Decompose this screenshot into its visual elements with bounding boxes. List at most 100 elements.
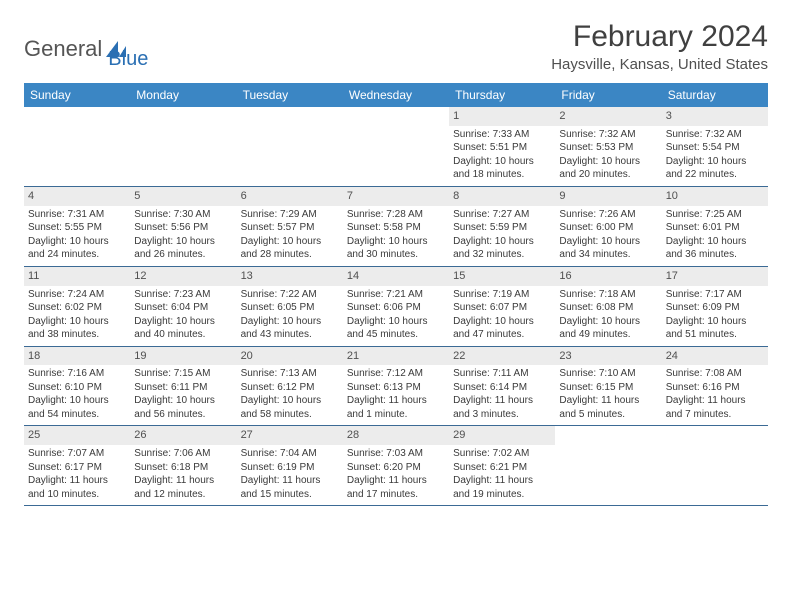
day-details: Sunrise: 7:32 AMSunset: 5:53 PMDaylight:…	[559, 128, 657, 182]
day-number: 5	[130, 187, 236, 206]
day-details: Sunrise: 7:07 AMSunset: 6:17 PMDaylight:…	[28, 447, 126, 501]
day-number: 12	[130, 267, 236, 286]
day-details: Sunrise: 7:31 AMSunset: 5:55 PMDaylight:…	[28, 208, 126, 262]
day-number: 10	[662, 187, 768, 206]
day-number: 20	[237, 347, 343, 366]
weeks-container: 1 Sunrise: 7:33 AMSunset: 5:51 PMDaylight…	[24, 107, 768, 506]
day-cell-empty	[24, 107, 130, 186]
day-details: Sunrise: 7:04 AMSunset: 6:19 PMDaylight:…	[241, 447, 339, 501]
day-cell-empty	[237, 107, 343, 186]
day-details: Sunrise: 7:26 AMSunset: 6:00 PMDaylight:…	[559, 208, 657, 262]
day-details: Sunrise: 7:30 AMSunset: 5:56 PMDaylight:…	[134, 208, 232, 262]
day-header-monday: Monday	[130, 83, 236, 107]
day-cell: 17Sunrise: 7:17 AMSunset: 6:09 PMDayligh…	[662, 267, 768, 346]
day-number: 7	[343, 187, 449, 206]
day-cell: 1 Sunrise: 7:33 AMSunset: 5:51 PMDaylight…	[449, 107, 555, 186]
day-details: Sunrise: 7:11 AMSunset: 6:14 PMDaylight:…	[453, 367, 551, 421]
day-details: Sunrise: 7:29 AMSunset: 5:57 PMDaylight:…	[241, 208, 339, 262]
day-cell-empty	[662, 426, 768, 505]
day-header-friday: Friday	[555, 83, 661, 107]
day-cell: 23Sunrise: 7:10 AMSunset: 6:15 PMDayligh…	[555, 347, 661, 426]
day-header-tuesday: Tuesday	[237, 83, 343, 107]
day-details: Sunrise: 7:33 AMSunset: 5:51 PMDaylight:…	[453, 128, 551, 182]
day-number: 1	[449, 107, 555, 126]
day-details: Sunrise: 7:18 AMSunset: 6:08 PMDaylight:…	[559, 288, 657, 342]
day-details: Sunrise: 7:03 AMSunset: 6:20 PMDaylight:…	[347, 447, 445, 501]
day-cell: 3 Sunrise: 7:32 AMSunset: 5:54 PMDaylight…	[662, 107, 768, 186]
day-cell: 20Sunrise: 7:13 AMSunset: 6:12 PMDayligh…	[237, 347, 343, 426]
day-cell: 2Sunrise: 7:32 AMSunset: 5:53 PMDaylight…	[555, 107, 661, 186]
day-details: Sunrise: 7:10 AMSunset: 6:15 PMDaylight:…	[559, 367, 657, 421]
day-details: Sunrise: 7:02 AMSunset: 6:21 PMDaylight:…	[453, 447, 551, 501]
day-number: 29	[449, 426, 555, 445]
day-number: 9	[555, 187, 661, 206]
day-cell: 13 Sunrise: 7:22 AMSunset: 6:05 PMDayligh…	[237, 267, 343, 346]
title-block: February 2024 Haysville, Kansas, United …	[551, 20, 768, 73]
day-cell: 25Sunrise: 7:07 AMSunset: 6:17 PMDayligh…	[24, 426, 130, 505]
day-number: 15	[449, 267, 555, 286]
day-cell: 7 Sunrise: 7:28 AMSunset: 5:58 PMDaylight…	[343, 187, 449, 266]
day-cell: 24Sunrise: 7:08 AMSunset: 6:16 PMDayligh…	[662, 347, 768, 426]
day-cell: 26 Sunrise: 7:06 AMSunset: 6:18 PMDayligh…	[130, 426, 236, 505]
day-header-row: SundayMondayTuesdayWednesdayThursdayFrid…	[24, 83, 768, 107]
day-cell: 19Sunrise: 7:15 AMSunset: 6:11 PMDayligh…	[130, 347, 236, 426]
week-row: 4Sunrise: 7:31 AMSunset: 5:55 PMDaylight…	[24, 187, 768, 267]
day-details: Sunrise: 7:12 AMSunset: 6:13 PMDaylight:…	[347, 367, 445, 421]
day-header-thursday: Thursday	[449, 83, 555, 107]
week-row: 18Sunrise: 7:16 AMSunset: 6:10 PMDayligh…	[24, 347, 768, 427]
day-number: 14	[343, 267, 449, 286]
day-header-wednesday: Wednesday	[343, 83, 449, 107]
week-row: 25Sunrise: 7:07 AMSunset: 6:17 PMDayligh…	[24, 426, 768, 506]
day-cell: 27Sunrise: 7:04 AMSunset: 6:19 PMDayligh…	[237, 426, 343, 505]
day-details: Sunrise: 7:27 AMSunset: 5:59 PMDaylight:…	[453, 208, 551, 262]
day-details: Sunrise: 7:21 AMSunset: 6:06 PMDaylight:…	[347, 288, 445, 342]
logo-text-blue: Blue	[108, 48, 148, 71]
day-cell: 16Sunrise: 7:18 AMSunset: 6:08 PMDayligh…	[555, 267, 661, 346]
day-cell: 29 Sunrise: 7:02 AMSunset: 6:21 PMDayligh…	[449, 426, 555, 505]
day-details: Sunrise: 7:25 AMSunset: 6:01 PMDaylight:…	[666, 208, 764, 262]
page-header: General Blue February 2024 Haysville, Ka…	[24, 20, 768, 73]
day-header-sunday: Sunday	[24, 83, 130, 107]
day-details: Sunrise: 7:24 AMSunset: 6:02 PMDaylight:…	[28, 288, 126, 342]
day-details: Sunrise: 7:19 AMSunset: 6:07 PMDaylight:…	[453, 288, 551, 342]
day-cell: 28 Sunrise: 7:03 AMSunset: 6:20 PMDayligh…	[343, 426, 449, 505]
day-details: Sunrise: 7:08 AMSunset: 6:16 PMDaylight:…	[666, 367, 764, 421]
day-cell: 21Sunrise: 7:12 AMSunset: 6:13 PMDayligh…	[343, 347, 449, 426]
month-title: February 2024	[551, 20, 768, 54]
day-number: 21	[343, 347, 449, 366]
day-number: 28	[343, 426, 449, 445]
day-cell-empty	[555, 426, 661, 505]
day-cell-empty	[343, 107, 449, 186]
day-number: 8	[449, 187, 555, 206]
day-details: Sunrise: 7:32 AMSunset: 5:54 PMDaylight:…	[666, 128, 764, 182]
day-details: Sunrise: 7:15 AMSunset: 6:11 PMDaylight:…	[134, 367, 232, 421]
day-number: 24	[662, 347, 768, 366]
week-row: 1 Sunrise: 7:33 AMSunset: 5:51 PMDaylight…	[24, 107, 768, 187]
day-number: 13	[237, 267, 343, 286]
day-cell: 10 Sunrise: 7:25 AMSunset: 6:01 PMDayligh…	[662, 187, 768, 266]
day-number: 6	[237, 187, 343, 206]
day-number: 19	[130, 347, 236, 366]
week-row: 11 Sunrise: 7:24 AMSunset: 6:02 PMDayligh…	[24, 267, 768, 347]
day-details: Sunrise: 7:17 AMSunset: 6:09 PMDaylight:…	[666, 288, 764, 342]
day-number: 26	[130, 426, 236, 445]
day-cell: 8 Sunrise: 7:27 AMSunset: 5:59 PMDaylight…	[449, 187, 555, 266]
day-details: Sunrise: 7:06 AMSunset: 6:18 PMDaylight:…	[134, 447, 232, 501]
calendar: SundayMondayTuesdayWednesdayThursdayFrid…	[24, 83, 768, 506]
day-number: 23	[555, 347, 661, 366]
day-number: 22	[449, 347, 555, 366]
day-details: Sunrise: 7:28 AMSunset: 5:58 PMDaylight:…	[347, 208, 445, 262]
day-cell-empty	[130, 107, 236, 186]
day-cell: 4Sunrise: 7:31 AMSunset: 5:55 PMDaylight…	[24, 187, 130, 266]
day-number: 3	[662, 107, 768, 126]
day-cell: 14 Sunrise: 7:21 AMSunset: 6:06 PMDayligh…	[343, 267, 449, 346]
day-cell: 6 Sunrise: 7:29 AMSunset: 5:57 PMDaylight…	[237, 187, 343, 266]
logo: General Blue	[24, 26, 148, 71]
day-details: Sunrise: 7:13 AMSunset: 6:12 PMDaylight:…	[241, 367, 339, 421]
day-cell: 5 Sunrise: 7:30 AMSunset: 5:56 PMDaylight…	[130, 187, 236, 266]
day-number: 11	[24, 267, 130, 286]
day-details: Sunrise: 7:22 AMSunset: 6:05 PMDaylight:…	[241, 288, 339, 342]
day-details: Sunrise: 7:16 AMSunset: 6:10 PMDaylight:…	[28, 367, 126, 421]
day-number: 18	[24, 347, 130, 366]
day-header-saturday: Saturday	[662, 83, 768, 107]
